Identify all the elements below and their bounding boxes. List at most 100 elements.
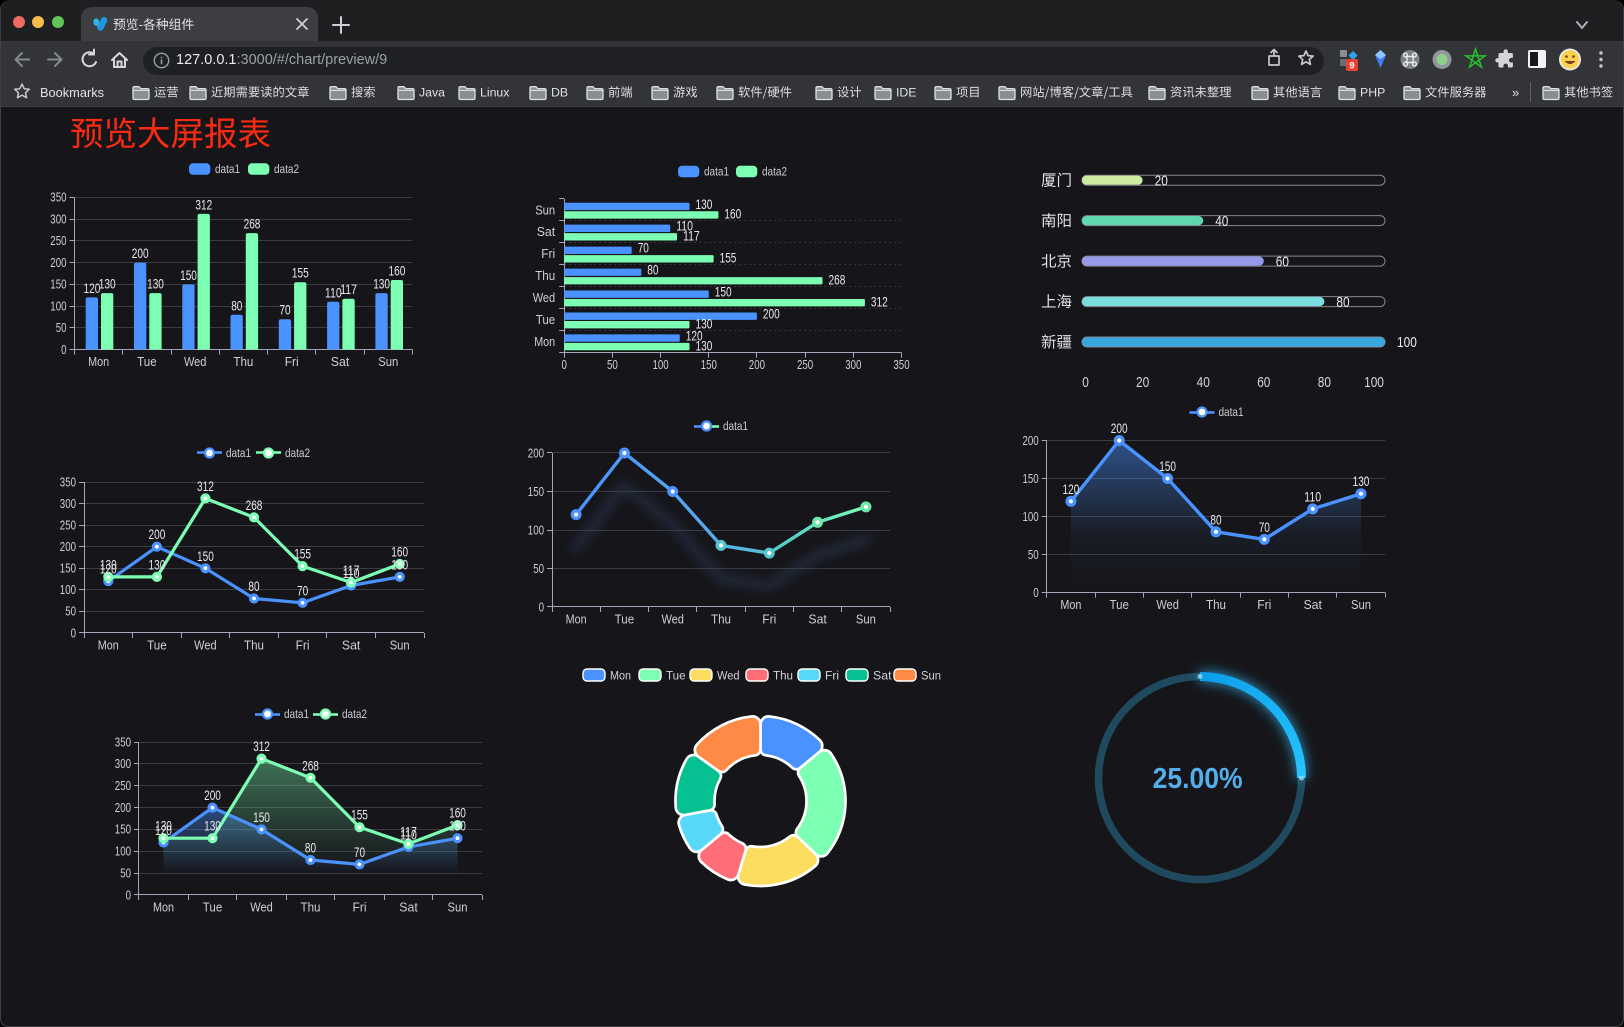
svg-text:80: 80 bbox=[231, 298, 242, 313]
svg-text:data1: data1 bbox=[226, 446, 251, 460]
svg-text:150: 150 bbox=[197, 549, 214, 564]
svg-text:130: 130 bbox=[696, 338, 713, 353]
svg-text:200: 200 bbox=[749, 358, 765, 372]
svg-text:Wed: Wed bbox=[1156, 598, 1179, 612]
svg-text:Mon: Mon bbox=[153, 901, 174, 915]
svg-text:100: 100 bbox=[1397, 334, 1417, 351]
svg-text:Wed: Wed bbox=[194, 639, 217, 653]
svg-text:150: 150 bbox=[60, 562, 76, 576]
svg-text:Thu: Thu bbox=[535, 269, 555, 283]
svg-text:268: 268 bbox=[244, 217, 261, 232]
svg-text:350: 350 bbox=[50, 191, 66, 205]
svg-text:200: 200 bbox=[1023, 434, 1039, 448]
svg-text:130: 130 bbox=[391, 557, 408, 572]
svg-text:300: 300 bbox=[845, 358, 861, 372]
svg-text:117: 117 bbox=[340, 282, 357, 297]
svg-text:Fri: Fri bbox=[541, 247, 555, 261]
svg-text:150: 150 bbox=[253, 810, 270, 825]
svg-text:250: 250 bbox=[115, 779, 131, 793]
svg-text:80: 80 bbox=[1318, 374, 1331, 391]
svg-text:100: 100 bbox=[653, 358, 669, 372]
svg-text:200: 200 bbox=[132, 246, 149, 261]
svg-text:»: » bbox=[1512, 85, 1519, 100]
svg-text:120: 120 bbox=[84, 281, 101, 296]
svg-text:0: 0 bbox=[539, 600, 544, 614]
svg-text:Tue: Tue bbox=[203, 901, 223, 915]
svg-text:Sat: Sat bbox=[342, 639, 361, 653]
svg-text:350: 350 bbox=[60, 475, 76, 489]
svg-text:Fri: Fri bbox=[1257, 598, 1271, 612]
svg-text:0: 0 bbox=[61, 343, 66, 357]
svg-text:Sun: Sun bbox=[1351, 598, 1371, 612]
svg-text:Wed: Wed bbox=[184, 355, 207, 369]
svg-text:Mon: Mon bbox=[566, 613, 587, 627]
svg-text:110: 110 bbox=[343, 566, 360, 581]
svg-text:200: 200 bbox=[60, 540, 76, 554]
svg-text:100: 100 bbox=[50, 299, 66, 313]
svg-text:70: 70 bbox=[638, 241, 649, 256]
svg-text:200: 200 bbox=[50, 256, 66, 270]
svg-text:155: 155 bbox=[720, 251, 737, 266]
svg-text:25.00%: 25.00% bbox=[1153, 763, 1243, 795]
svg-text:268: 268 bbox=[829, 273, 846, 288]
svg-text:Sat: Sat bbox=[399, 901, 418, 915]
svg-text:312: 312 bbox=[871, 294, 888, 309]
svg-text:Sat: Sat bbox=[537, 225, 556, 239]
svg-text:Sat: Sat bbox=[331, 355, 350, 369]
svg-text:250: 250 bbox=[797, 358, 813, 372]
svg-text:160: 160 bbox=[389, 264, 406, 279]
svg-text:Wed: Wed bbox=[250, 901, 273, 915]
svg-text:130: 130 bbox=[373, 277, 390, 292]
svg-text:60: 60 bbox=[1257, 374, 1270, 391]
svg-text:150: 150 bbox=[50, 278, 66, 292]
svg-text:312: 312 bbox=[195, 197, 212, 212]
svg-text:Linux: Linux bbox=[480, 86, 510, 100]
svg-text:100: 100 bbox=[1364, 374, 1384, 391]
svg-text:130: 130 bbox=[100, 557, 117, 572]
svg-text:Mon: Mon bbox=[98, 639, 119, 653]
svg-text:Wed: Wed bbox=[533, 291, 556, 305]
svg-text:Wed: Wed bbox=[717, 669, 740, 683]
svg-text:Sun: Sun bbox=[856, 613, 876, 627]
svg-text:50: 50 bbox=[607, 358, 618, 372]
svg-text:70: 70 bbox=[279, 303, 290, 318]
svg-text:200: 200 bbox=[528, 446, 544, 460]
svg-text:130: 130 bbox=[147, 277, 164, 292]
svg-text:Tue: Tue bbox=[536, 313, 556, 327]
svg-text:40: 40 bbox=[1197, 374, 1210, 391]
svg-text:130: 130 bbox=[204, 819, 221, 834]
svg-text:Tue: Tue bbox=[137, 355, 157, 369]
svg-text:200: 200 bbox=[763, 307, 780, 322]
svg-text:130: 130 bbox=[99, 277, 116, 292]
svg-text:Fri: Fri bbox=[762, 613, 776, 627]
svg-text:Sun: Sun bbox=[921, 669, 941, 683]
svg-text:155: 155 bbox=[292, 266, 309, 281]
svg-text:350: 350 bbox=[115, 735, 131, 749]
svg-text:Mon: Mon bbox=[610, 669, 631, 683]
svg-text:150: 150 bbox=[1159, 459, 1176, 474]
svg-text:data2: data2 bbox=[762, 165, 787, 179]
svg-text:Bookmarks: Bookmarks bbox=[40, 85, 104, 100]
svg-text:100: 100 bbox=[60, 583, 76, 597]
svg-text:160: 160 bbox=[449, 806, 466, 821]
svg-text:Sun: Sun bbox=[535, 203, 555, 217]
svg-text:Mon: Mon bbox=[88, 355, 109, 369]
svg-text:40: 40 bbox=[1215, 213, 1228, 230]
svg-text:150: 150 bbox=[115, 823, 131, 837]
svg-text:Thu: Thu bbox=[301, 901, 321, 915]
svg-text:Sat: Sat bbox=[1303, 598, 1322, 612]
svg-text:100: 100 bbox=[115, 845, 131, 859]
svg-text:data2: data2 bbox=[342, 707, 367, 721]
svg-text:80: 80 bbox=[1210, 512, 1221, 527]
svg-text:70: 70 bbox=[354, 845, 365, 860]
svg-text:268: 268 bbox=[302, 758, 319, 773]
svg-text:data1: data1 bbox=[1219, 405, 1244, 419]
svg-text:110: 110 bbox=[1304, 489, 1321, 504]
svg-text:150: 150 bbox=[701, 358, 717, 372]
svg-text:80: 80 bbox=[305, 841, 316, 856]
svg-text:70: 70 bbox=[297, 583, 308, 598]
svg-text:0: 0 bbox=[126, 888, 131, 902]
svg-text:300: 300 bbox=[50, 212, 66, 226]
svg-text:100: 100 bbox=[528, 523, 544, 537]
svg-text:250: 250 bbox=[60, 518, 76, 532]
